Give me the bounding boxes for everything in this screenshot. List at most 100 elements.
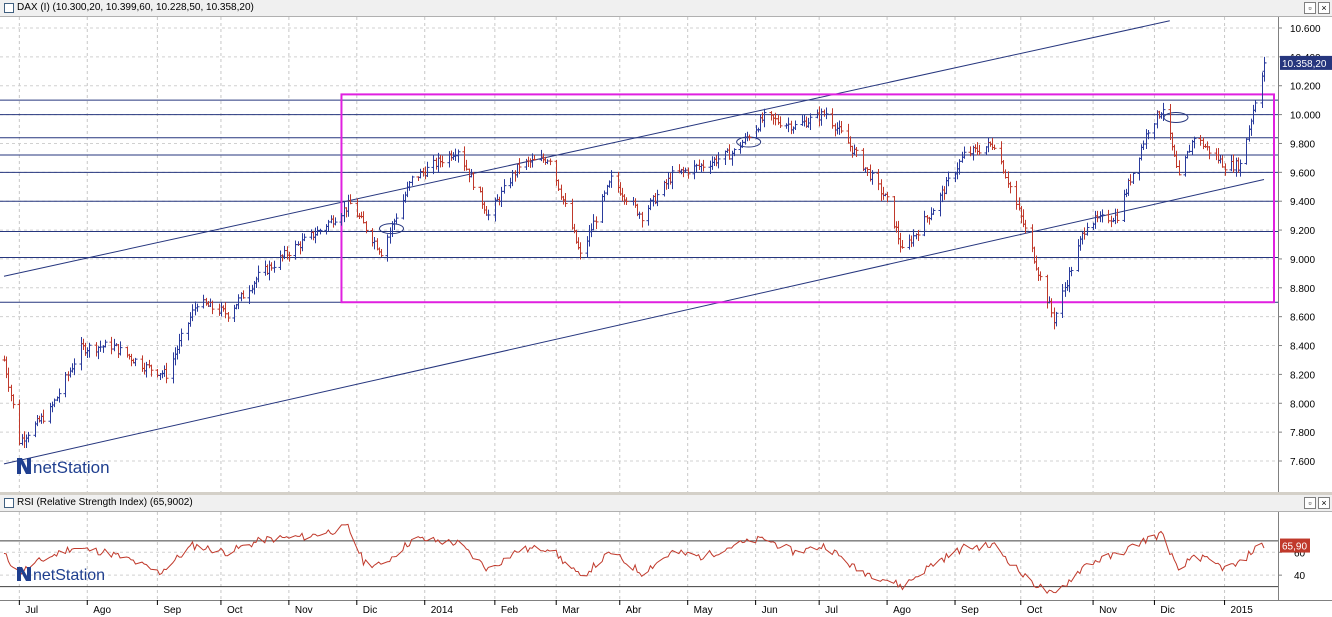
ohlc-bar xyxy=(256,265,261,283)
ohlc-bar xyxy=(379,249,384,258)
ohlc-bar xyxy=(793,120,798,130)
rsi-netstation-logo-icon xyxy=(17,567,31,581)
ohlc-bar xyxy=(87,342,92,358)
price-tick-label: 9.400 xyxy=(1290,197,1315,208)
ohlc-bar xyxy=(946,171,951,187)
ohlc-bar xyxy=(563,192,568,207)
ohlc-bar xyxy=(839,120,844,134)
ohlc-bar xyxy=(1115,208,1120,224)
ohlc-bar xyxy=(716,152,721,169)
ohlc-bar xyxy=(824,107,829,120)
ohlc-bar xyxy=(1223,163,1228,176)
x-tick-label: Nov xyxy=(295,605,313,616)
ohlc-bar xyxy=(931,208,936,215)
ohlc-bar xyxy=(1038,271,1043,281)
ohlc-bar xyxy=(900,239,905,249)
ohlc-bar xyxy=(548,158,553,166)
ohlc-bar xyxy=(1253,100,1258,113)
pattern-ellipse xyxy=(378,223,404,235)
pane-divider[interactable] xyxy=(0,492,1332,495)
rsi-restore-icon[interactable]: ▫ xyxy=(1304,497,1316,509)
ohlc-bar xyxy=(133,357,138,367)
ohlc-bar xyxy=(164,362,169,384)
ohlc-bar xyxy=(808,113,813,130)
x-tick-label: Dic xyxy=(363,605,377,616)
ohlc-bar xyxy=(486,209,491,221)
last-price-badge xyxy=(1280,55,1332,70)
ohlc-bar xyxy=(195,303,200,312)
ohlc-bar xyxy=(609,170,614,188)
rsi-axis-bg xyxy=(1278,512,1332,617)
price-tick-label: 7.600 xyxy=(1290,457,1315,468)
ohlc-bar xyxy=(318,228,323,235)
x-tick-label: Sep xyxy=(163,605,181,616)
ohlc-bar xyxy=(701,159,706,172)
x-tick-label: Jul xyxy=(25,605,38,616)
close-icon[interactable]: × xyxy=(1318,2,1330,14)
ohlc-bar xyxy=(1054,311,1059,327)
rsi-last-label: 65,90 xyxy=(1282,542,1307,553)
price-tick-label: 8.600 xyxy=(1290,313,1315,324)
price-title-bar: DAX (I) (10.300,20, 10.399,60, 10.228,50… xyxy=(0,0,1332,17)
ohlc-bar xyxy=(778,116,783,129)
x-tick-label: Ago xyxy=(893,605,911,616)
ohlc-last-bar xyxy=(1262,56,1267,82)
ohlc-bar xyxy=(210,300,215,315)
ohlc-bar xyxy=(226,312,231,322)
price-tick-label: 9.600 xyxy=(1290,168,1315,179)
price-tick-label: 9.800 xyxy=(1290,139,1315,150)
indicator-menu-icon[interactable] xyxy=(4,498,14,508)
ohlc-bar xyxy=(1100,209,1105,223)
ohlc-bar xyxy=(364,221,369,234)
price-title: DAX (I) (10.300,20, 10.399,60, 10.228,50… xyxy=(17,2,254,13)
ohlc-bar xyxy=(302,233,307,242)
price-tick-label: 10.200 xyxy=(1290,82,1321,93)
ohlc-bar xyxy=(532,154,537,161)
rsi-pane: RSI (Relative Strength Index) (65,9002) … xyxy=(0,495,1332,617)
rsi-tick-label: 60 xyxy=(1294,548,1306,559)
ohlc-bar xyxy=(992,144,997,150)
x-tick-label: Jun xyxy=(762,605,778,616)
ohlc-bar xyxy=(655,189,660,207)
rsi-close-icon[interactable]: × xyxy=(1318,497,1330,509)
price-tick-label: 10.000 xyxy=(1290,111,1321,122)
ohlc-bar xyxy=(686,167,691,179)
price-chart[interactable]: 10.60010.40010.20010.0009.8009.6009.4009… xyxy=(0,17,1332,492)
x-tick-label: Feb xyxy=(501,605,519,616)
x-tick-label: Oct xyxy=(1027,605,1043,616)
x-tick-label: Mar xyxy=(562,605,580,616)
price-tick-label: 9.000 xyxy=(1290,255,1315,266)
ohlc-bar xyxy=(732,148,737,157)
price-tick-label: 9.200 xyxy=(1290,226,1315,237)
ohlc-bar xyxy=(1069,266,1074,277)
price-tick-label: 8.800 xyxy=(1290,284,1315,295)
ohlc-bar xyxy=(977,144,982,156)
price-axis-bg xyxy=(1278,17,1332,492)
x-tick-label: Dic xyxy=(1160,605,1174,616)
ohlc-bar xyxy=(456,149,461,163)
x-tick-label: Nov xyxy=(1099,605,1117,616)
ohlc-bar xyxy=(1161,102,1166,121)
rsi-plot-area xyxy=(0,512,1278,617)
x-tick-label: 2015 xyxy=(1231,605,1254,616)
netstation-watermark: netStation xyxy=(33,458,110,477)
ohlc-bar xyxy=(1023,219,1028,234)
ohlc-bar xyxy=(1146,129,1151,140)
ohlc-bar xyxy=(1238,159,1243,177)
last-price-label: 10.358,20 xyxy=(1282,59,1327,70)
rsi-last-badge xyxy=(1280,538,1310,553)
chart-menu-icon[interactable] xyxy=(4,3,14,13)
ohlc-bar xyxy=(72,358,77,376)
ohlc-bar xyxy=(594,216,599,229)
restore-icon[interactable]: ▫ xyxy=(1304,2,1316,14)
rsi-title-bar: RSI (Relative Strength Index) (65,9002) … xyxy=(0,495,1332,512)
rsi-chart[interactable]: 60 40 65,90 netStation Jul Ago Sep Oct Nov Dic 201… xyxy=(0,512,1332,617)
ohlc-bar xyxy=(870,170,875,185)
ohlc-bar xyxy=(440,155,445,168)
ohlc-bar xyxy=(962,146,967,159)
ohlc-bar xyxy=(118,341,123,356)
ohlc-bar xyxy=(747,134,752,141)
x-tick-label: Jul xyxy=(825,605,838,616)
rsi-tick-label: 40 xyxy=(1294,571,1306,582)
x-tick-label: 2014 xyxy=(431,605,454,616)
